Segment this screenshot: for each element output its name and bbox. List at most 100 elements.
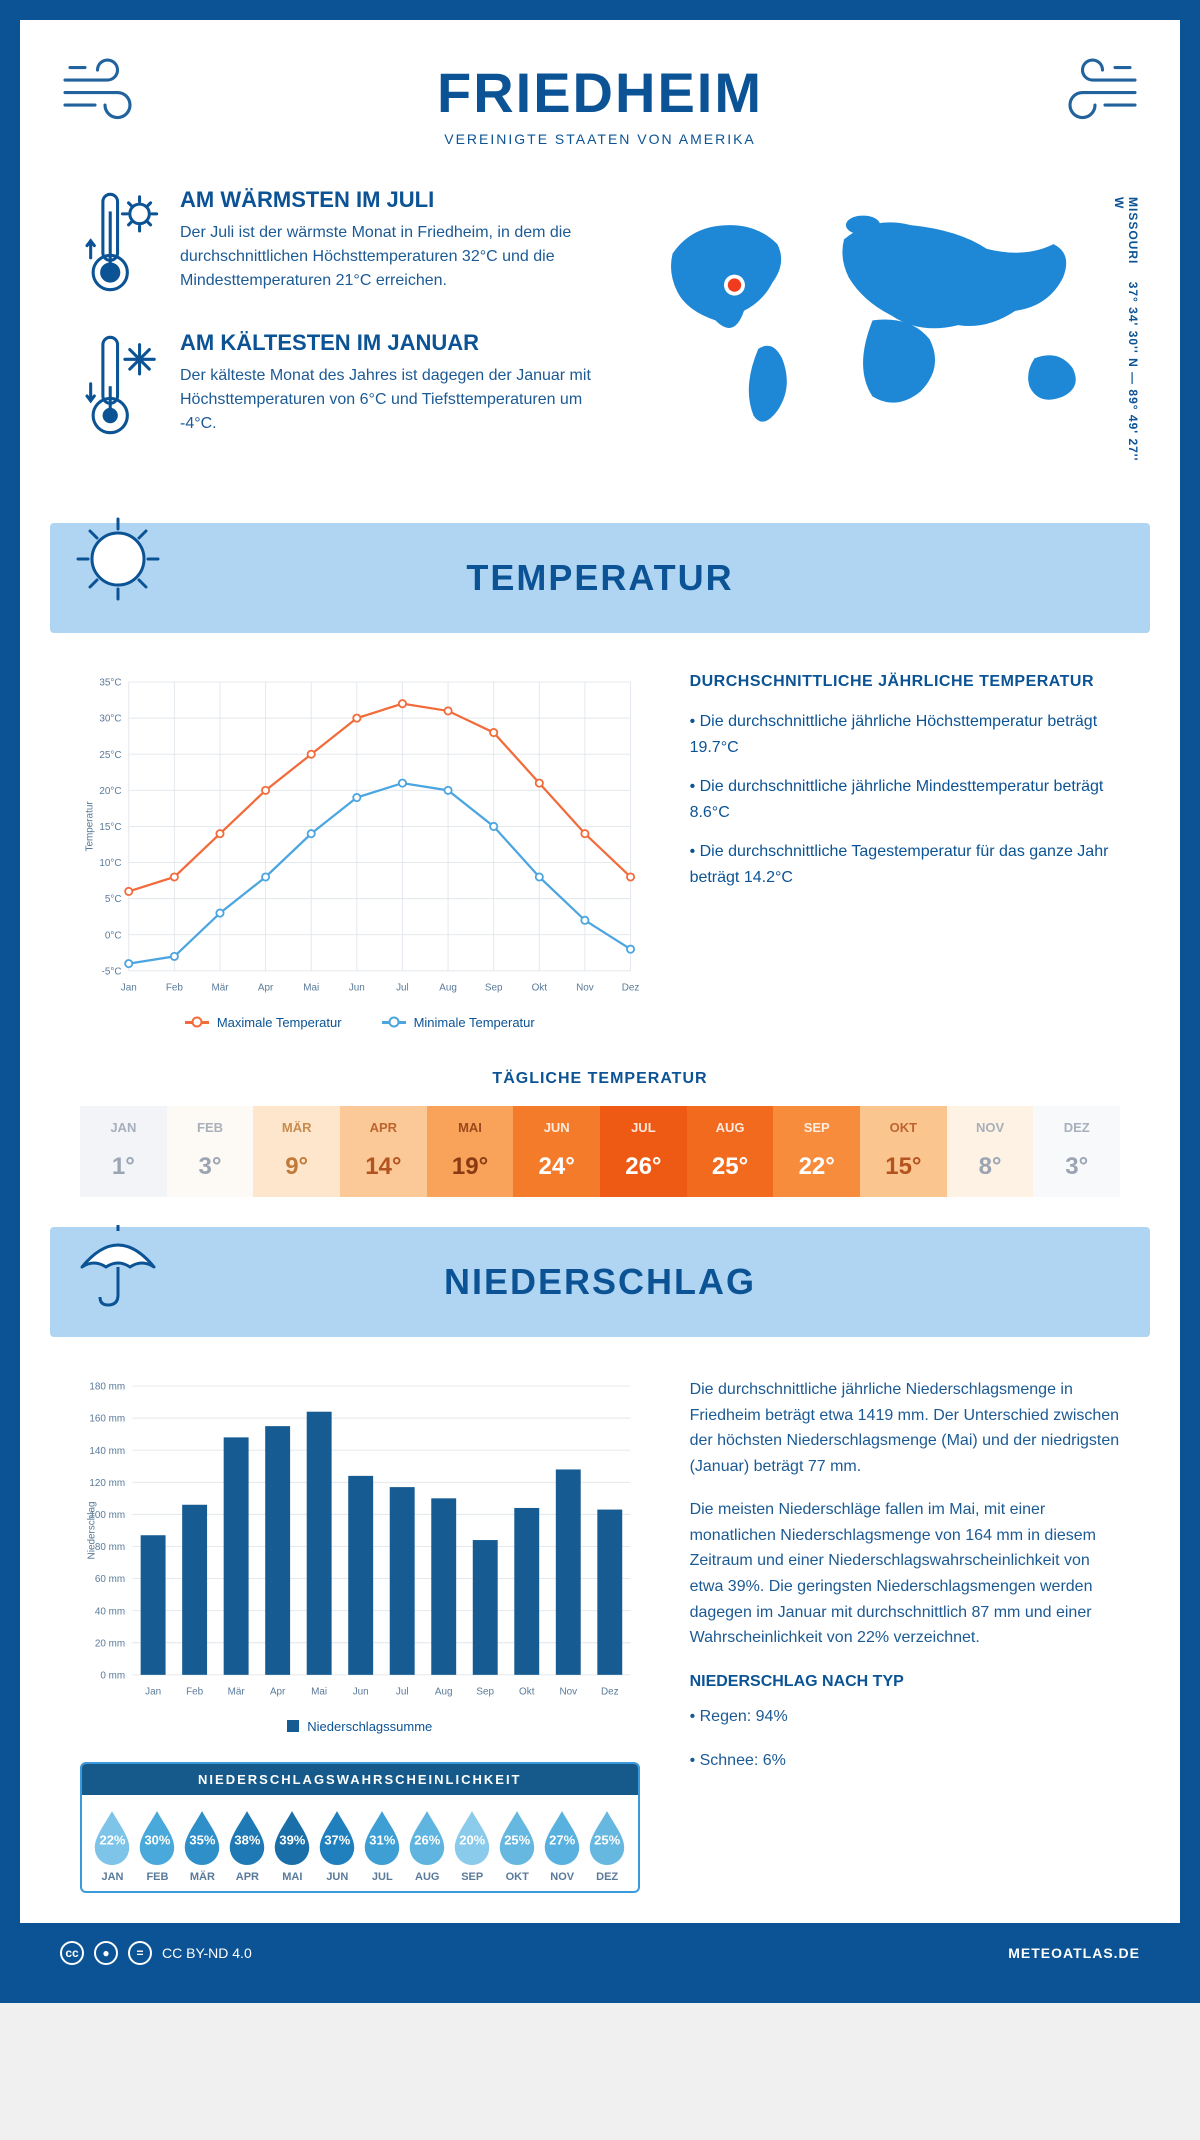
daily-temp-cell: JUL26° xyxy=(600,1106,687,1197)
fact-cold-text: Der kälteste Monat des Jahres ist dagege… xyxy=(180,364,604,436)
license-text: CC BY-ND 4.0 xyxy=(162,1945,252,1961)
summary-title: DURCHSCHNITTLICHE JÄHRLICHE TEMPERATUR xyxy=(690,673,1120,691)
svg-text:15°C: 15°C xyxy=(99,822,121,833)
footer: cc ● = CC BY-ND 4.0 METEOATLAS.DE xyxy=(20,1923,1180,1983)
fact-warm-title: AM WÄRMSTEN IM JULI xyxy=(180,187,604,213)
precip-type-title: NIEDERSCHLAG NACH TYP xyxy=(690,1669,1120,1695)
svg-text:40 mm: 40 mm xyxy=(95,1606,125,1617)
raindrop-icon: 27% xyxy=(540,1809,584,1865)
svg-text:Apr: Apr xyxy=(270,1687,286,1698)
summary-bullet: • Die durchschnittliche Tagestemperatur … xyxy=(690,839,1120,890)
svg-text:80 mm: 80 mm xyxy=(95,1542,125,1553)
daily-temp-cell: FEB3° xyxy=(167,1106,254,1197)
raindrop-icon: 31% xyxy=(360,1809,404,1865)
fact-cold-title: AM KÄLTESTEN IM JANUAR xyxy=(180,330,604,356)
svg-text:Jul: Jul xyxy=(396,1687,409,1698)
fact-warm-text: Der Juli ist der wärmste Monat in Friedh… xyxy=(180,221,604,293)
svg-text:Sep: Sep xyxy=(485,983,503,994)
wind-icon xyxy=(60,50,140,130)
svg-text:Mai: Mai xyxy=(311,1687,327,1698)
svg-text:Jan: Jan xyxy=(121,983,137,994)
raindrop-icon: 25% xyxy=(585,1809,629,1865)
svg-text:Okt: Okt xyxy=(519,1687,535,1698)
summary-bullet: • Die durchschnittliche jährliche Höchst… xyxy=(690,709,1120,760)
legend-min-label: Minimale Temperatur xyxy=(414,1015,535,1030)
temperature-body: -5°C0°C5°C10°C15°C20°C25°C30°C35°CJanFeb… xyxy=(20,653,1180,1040)
svg-text:Dez: Dez xyxy=(622,983,640,994)
daily-temp-cell: NOV8° xyxy=(947,1106,1034,1197)
precip-text: Die durchschnittliche jährliche Niedersc… xyxy=(690,1377,1120,1893)
daily-temp-title: TÄGLICHE TEMPERATUR xyxy=(20,1070,1180,1088)
raindrop-icon: 30% xyxy=(135,1809,179,1865)
coordinates-label: MISSOURI 37° 34' 30'' N — 89° 49' 27'' W xyxy=(1112,197,1140,473)
svg-text:160 mm: 160 mm xyxy=(89,1414,125,1425)
prob-drop-cell: 22% JAN xyxy=(90,1809,135,1883)
facts-column: AM WÄRMSTEN IM JULI Der Juli ist der wär… xyxy=(80,187,604,473)
prob-title: NIEDERSCHLAGSWAHRSCHEINLICHKEIT xyxy=(82,1764,638,1795)
svg-text:20 mm: 20 mm xyxy=(95,1638,125,1649)
daily-temp-cell: AUG25° xyxy=(687,1106,774,1197)
daily-temp-cell: APR14° xyxy=(340,1106,427,1197)
prob-drop-cell: 39% MAI xyxy=(270,1809,315,1883)
temperature-summary: DURCHSCHNITTLICHE JÄHRLICHE TEMPERATUR •… xyxy=(690,673,1120,1030)
section-title-temperature: TEMPERATUR xyxy=(466,557,733,599)
svg-text:180 mm: 180 mm xyxy=(89,1382,125,1393)
daily-temp-cell: OKT15° xyxy=(860,1106,947,1197)
svg-text:Feb: Feb xyxy=(186,1687,204,1698)
nd-icon: = xyxy=(128,1941,152,1965)
daily-temp-cell: SEP22° xyxy=(773,1106,860,1197)
precip-body: 0 mm20 mm40 mm60 mm80 mm100 mm120 mm140 … xyxy=(20,1357,1180,1903)
raindrop-icon: 37% xyxy=(315,1809,359,1865)
precip-type-rain: • Regen: 94% xyxy=(690,1704,1120,1730)
prob-drop-cell: 38% APR xyxy=(225,1809,270,1883)
daily-temp-cell: DEZ3° xyxy=(1033,1106,1120,1197)
svg-text:Jun: Jun xyxy=(349,983,365,994)
svg-text:Jun: Jun xyxy=(353,1687,369,1698)
prob-drop-cell: 37% JUN xyxy=(315,1809,360,1883)
fact-cold: AM KÄLTESTEN IM JANUAR Der kälteste Mona… xyxy=(80,330,604,445)
svg-text:Aug: Aug xyxy=(435,1687,453,1698)
svg-text:140 mm: 140 mm xyxy=(89,1446,125,1457)
svg-text:Mär: Mär xyxy=(228,1687,246,1698)
raindrop-icon: 38% xyxy=(225,1809,269,1865)
svg-text:5°C: 5°C xyxy=(105,894,122,905)
location-marker-icon xyxy=(728,278,741,291)
prob-drop-cell: 30% FEB xyxy=(135,1809,180,1883)
section-title-precip: NIEDERSCHLAG xyxy=(444,1261,756,1303)
intro-row: AM WÄRMSTEN IM JULI Der Juli ist der wär… xyxy=(20,167,1180,503)
precip-paragraph: Die meisten Niederschläge fallen im Mai,… xyxy=(690,1497,1120,1651)
svg-text:35°C: 35°C xyxy=(99,678,121,689)
prob-drop-cell: 35% MÄR xyxy=(180,1809,225,1883)
daily-temp-cell: JAN1° xyxy=(80,1106,167,1197)
svg-text:Aug: Aug xyxy=(439,983,457,994)
svg-text:Jan: Jan xyxy=(145,1687,161,1698)
precip-legend: Niederschlagssumme xyxy=(80,1719,640,1734)
prob-drop-cell: 20% SEP xyxy=(450,1809,495,1883)
svg-text:Dez: Dez xyxy=(601,1687,619,1698)
daily-temp-cell: MÄR9° xyxy=(253,1106,340,1197)
header: FRIEDHEIM VEREINIGTE STAATEN VON AMERIKA xyxy=(20,20,1180,167)
raindrop-icon: 39% xyxy=(270,1809,314,1865)
umbrella-icon xyxy=(68,1213,168,1313)
prob-drop-cell: 31% JUL xyxy=(360,1809,405,1883)
precip-probability-box: NIEDERSCHLAGSWAHRSCHEINLICHKEIT 22% JAN … xyxy=(80,1762,640,1893)
infographic-page: FRIEDHEIM VEREINIGTE STAATEN VON AMERIKA… xyxy=(0,0,1200,2003)
wind-icon xyxy=(1060,50,1140,130)
svg-text:Nov: Nov xyxy=(559,1687,577,1698)
svg-text:-5°C: -5°C xyxy=(102,966,122,977)
precip-type-snow: • Schnee: 6% xyxy=(690,1748,1120,1774)
license-badge: cc ● = CC BY-ND 4.0 xyxy=(60,1941,252,1965)
svg-text:60 mm: 60 mm xyxy=(95,1574,125,1585)
raindrop-icon: 26% xyxy=(405,1809,449,1865)
svg-text:10°C: 10°C xyxy=(99,858,121,869)
section-banner-precip: NIEDERSCHLAG xyxy=(50,1227,1150,1337)
legend-max-label: Maximale Temperatur xyxy=(217,1015,342,1030)
page-title: FRIEDHEIM xyxy=(80,60,1120,125)
svg-text:Jul: Jul xyxy=(396,983,409,994)
prob-drop-cell: 25% DEZ xyxy=(585,1809,630,1883)
svg-text:Feb: Feb xyxy=(166,983,184,994)
daily-temp-cell: JUN24° xyxy=(513,1106,600,1197)
page-subtitle: VEREINIGTE STAATEN VON AMERIKA xyxy=(80,131,1120,147)
thermometer-cold-icon xyxy=(80,330,160,445)
prob-drop-cell: 27% NOV xyxy=(540,1809,585,1883)
